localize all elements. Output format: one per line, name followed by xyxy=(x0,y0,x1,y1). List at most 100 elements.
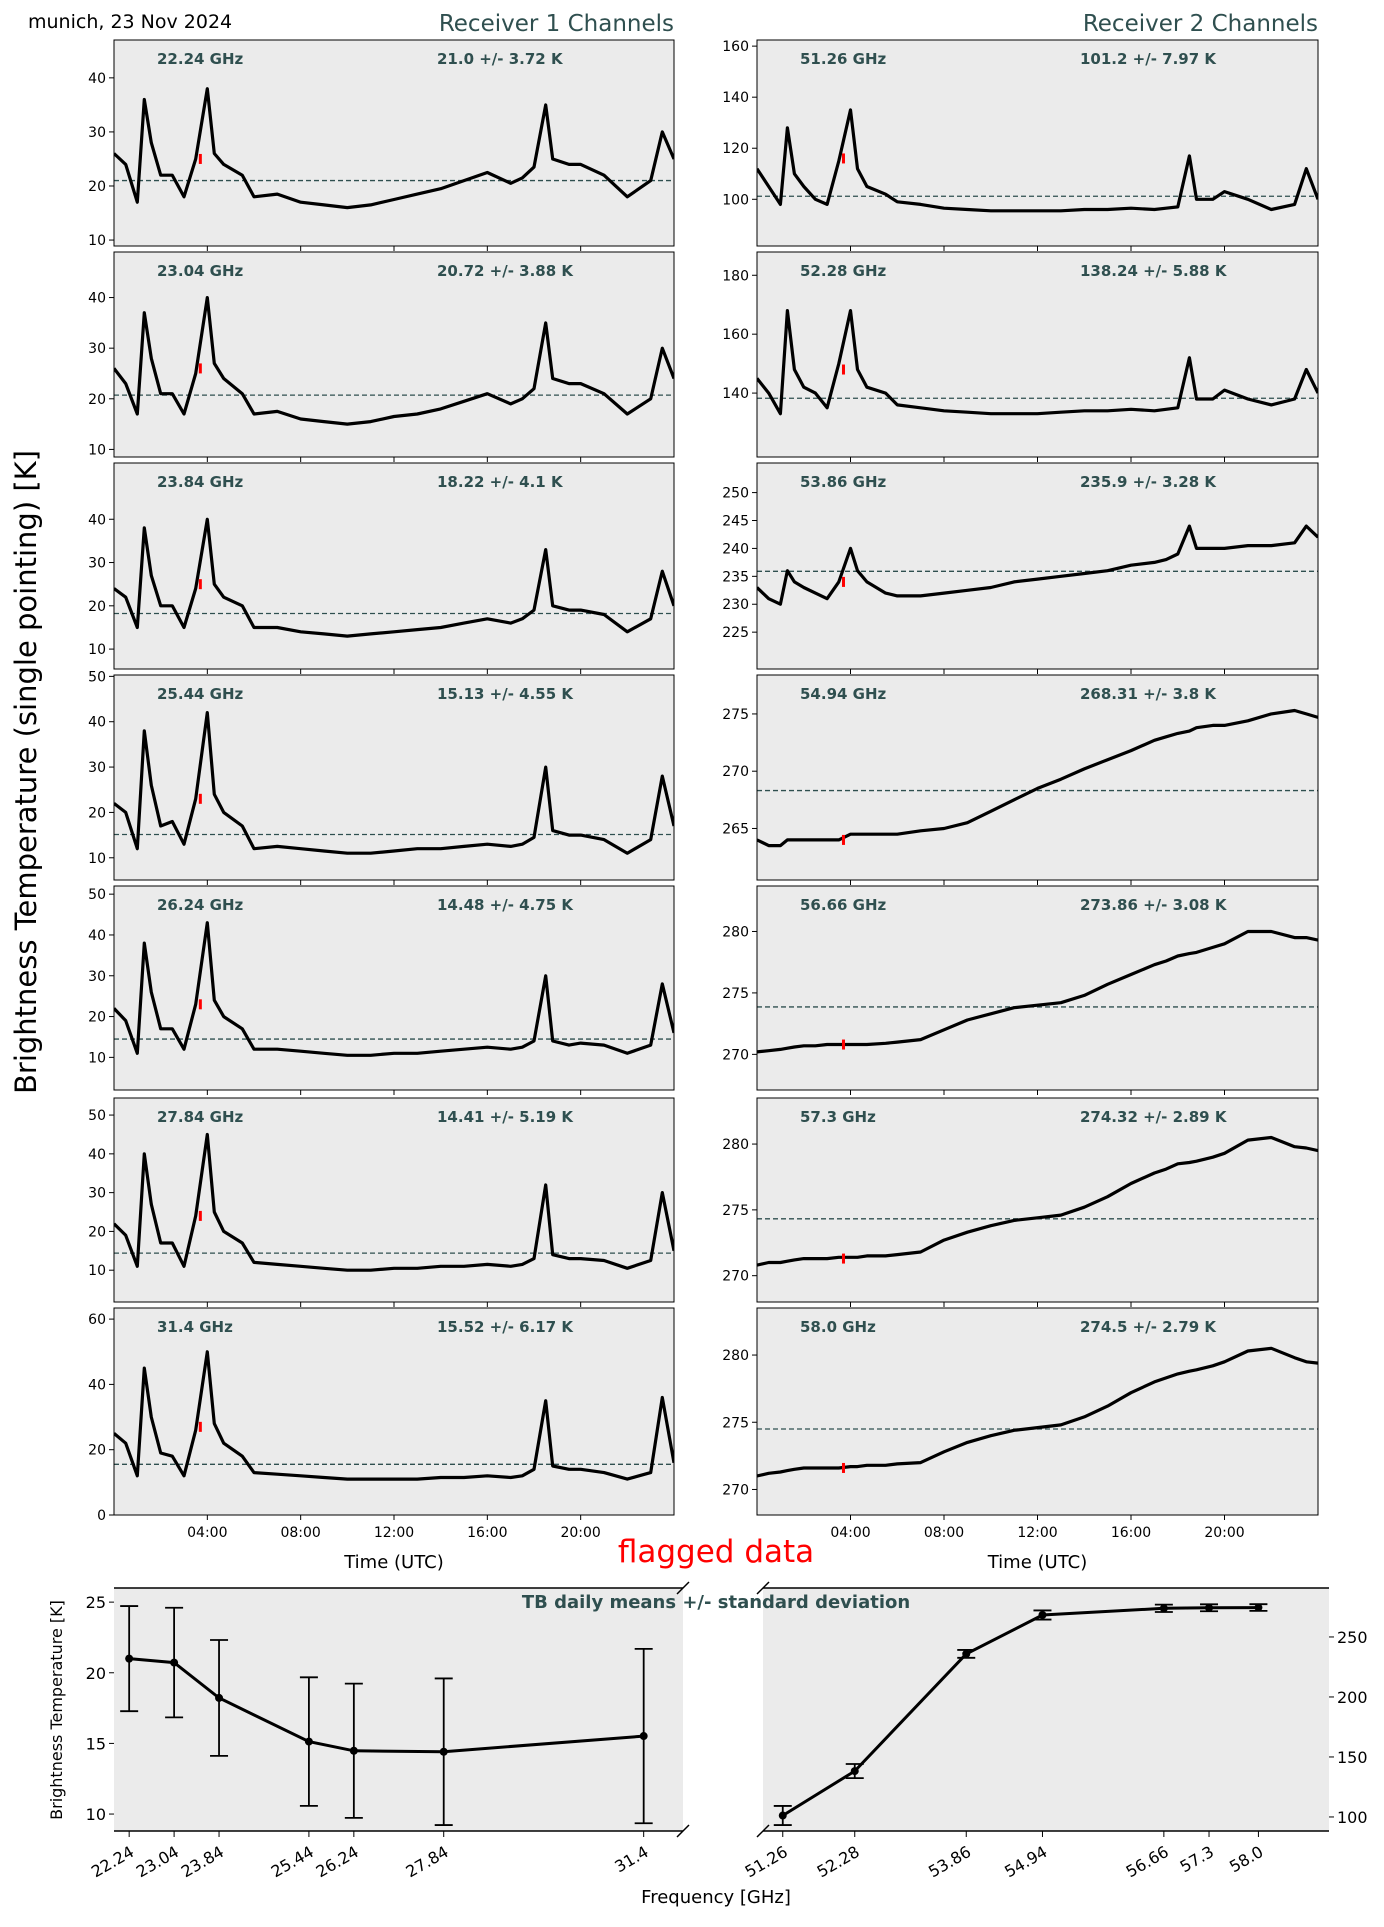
y-tick-label: 280 xyxy=(722,1137,749,1153)
y-tick-label: 235 xyxy=(722,569,749,585)
series-line xyxy=(114,296,674,426)
y-tick-label: 180 xyxy=(722,268,749,284)
flagged-data-marker xyxy=(841,1462,845,1473)
channel-frequency-label: 56.66 GHz xyxy=(800,896,887,914)
y-tick-label: 230 xyxy=(722,597,749,613)
y-tick-label: 100 xyxy=(1337,1808,1368,1827)
channel-frequency-label: 57.3 GHz xyxy=(800,1108,876,1126)
channel-frequency-label: 58.0 GHz xyxy=(800,1318,876,1336)
plot-area xyxy=(757,675,1318,880)
time-series-panel: 10 20 30 40 50 26.24 GHz 14.48 +/- 4.75 K xyxy=(88,885,675,1095)
channel-frequency-label: 23.04 GHz xyxy=(157,262,244,280)
y-tick-label: 10 xyxy=(88,233,106,249)
series-line xyxy=(114,921,674,1057)
flagged-data-marker xyxy=(841,153,845,164)
plot-area xyxy=(757,886,1318,1090)
frequency-axis-label: Frequency [GHz] xyxy=(641,1887,791,1908)
frequency-tick-label: 23.04 xyxy=(133,1842,182,1881)
channel-stats-label: 20.72 +/- 3.88 K xyxy=(437,262,574,280)
plot-area xyxy=(757,1308,1318,1515)
frequency-tick-label: 56.66 xyxy=(1123,1842,1172,1881)
axis-break-mark xyxy=(756,1824,770,1838)
receiver1-title: Receiver 1 Channels xyxy=(439,11,674,37)
frequency-tick-label: 58.0 xyxy=(1226,1842,1266,1876)
y-tick-label: 270 xyxy=(722,1269,749,1285)
mean-point xyxy=(778,1811,787,1820)
mean-point xyxy=(215,1693,224,1702)
y-tick-label: 0 xyxy=(97,1508,106,1524)
frequency-tick-label: 52.28 xyxy=(814,1842,863,1881)
plot-area xyxy=(757,252,1318,457)
series-line xyxy=(114,517,674,638)
y-tick-label: 275 xyxy=(722,986,749,1002)
frequency-tick-label: 23.84 xyxy=(178,1842,227,1881)
plot-area-left xyxy=(114,1588,683,1831)
y-tick-label: 40 xyxy=(88,928,106,944)
channel-stats-label: 18.22 +/- 4.1 K xyxy=(437,473,564,491)
series-line xyxy=(114,1350,674,1481)
channel-frequency-label: 25.44 GHz xyxy=(157,685,244,703)
time-axis-label: Time (UTC) xyxy=(987,1552,1088,1573)
channel-stats-label: 268.31 +/- 3.8 K xyxy=(1080,685,1217,703)
plot-area xyxy=(114,463,674,669)
frequency-tick-label: 25.44 xyxy=(268,1842,317,1881)
plot-area xyxy=(757,1098,1318,1302)
y-tick-label: 250 xyxy=(1337,1628,1368,1647)
mean-point xyxy=(1254,1603,1263,1612)
plot-area xyxy=(114,675,674,880)
y-tick-label: 30 xyxy=(88,969,106,985)
channel-stats-label: 14.41 +/- 5.19 K xyxy=(437,1108,574,1126)
y-tick-label: 100 xyxy=(722,192,749,208)
time-series-panel: 140 160 180 52.28 GHz 138.24 +/- 5.88 K xyxy=(722,251,1319,462)
y-tick-label: 30 xyxy=(88,341,106,357)
flagged-data-marker xyxy=(198,153,202,164)
channel-stats-label: 15.52 +/- 6.17 K xyxy=(437,1318,574,1336)
flagged-data-marker xyxy=(198,1210,202,1221)
channel-stats-label: 235.9 +/- 3.28 K xyxy=(1080,473,1217,491)
series-line xyxy=(757,708,1318,848)
y-tick-label: 20 xyxy=(88,1224,106,1240)
frequency-tick-label: 26.24 xyxy=(313,1842,362,1881)
y-tick-label: 20 xyxy=(86,1664,106,1683)
y-tick-label: 60 xyxy=(88,1312,106,1328)
plot-area xyxy=(114,252,674,457)
mean-point xyxy=(1159,1604,1168,1613)
frequency-tick-label: 53.86 xyxy=(925,1842,974,1881)
series-line xyxy=(757,1346,1318,1478)
frequency-tick-label: 51.26 xyxy=(742,1842,791,1881)
mean-point xyxy=(439,1747,448,1756)
y-tick-label: 10 xyxy=(88,851,106,867)
flagged-data-marker xyxy=(198,579,202,590)
mean-point xyxy=(304,1737,313,1746)
x-tick-label: 04:00 xyxy=(187,1525,227,1541)
y-tick-label: 245 xyxy=(722,514,749,530)
flagged-data-marker xyxy=(198,363,202,374)
channel-stats-label: 273.86 +/- 3.08 K xyxy=(1080,896,1228,914)
y-tick-label: 20 xyxy=(88,1010,106,1026)
y-tick-label: 40 xyxy=(88,291,106,307)
y-tick-label: 150 xyxy=(1337,1748,1368,1767)
time-series-panel: 10 20 30 40 22.24 GHz 21.0 +/- 3.72 K xyxy=(88,39,675,251)
channel-frequency-label: 23.84 GHz xyxy=(157,473,244,491)
series-line xyxy=(114,1132,674,1272)
mean-point xyxy=(125,1654,134,1663)
y-tick-label: 50 xyxy=(88,887,106,903)
axis-break-mark xyxy=(676,1824,690,1838)
series-line xyxy=(757,929,1318,1054)
channel-frequency-label: 54.94 GHz xyxy=(800,685,887,703)
frequency-tick-label: 27.84 xyxy=(403,1842,452,1881)
y-tick-label: 240 xyxy=(722,541,749,557)
time-series-panel: 225 230 235 240 245 250 53.86 GHz 235.9 +/- 3.2… xyxy=(722,462,1319,674)
mean-point xyxy=(170,1658,179,1667)
y-tick-label: 160 xyxy=(722,39,749,55)
y-tick-label: 20 xyxy=(88,1443,106,1459)
series-line xyxy=(114,710,674,855)
y-tick-label: 30 xyxy=(88,125,106,141)
flagged-data-marker xyxy=(841,1039,845,1050)
x-tick-label: 12:00 xyxy=(374,1525,414,1541)
y-tick-label: 25 xyxy=(86,1593,106,1612)
y-tick-label: 275 xyxy=(722,707,749,723)
time-series-panel: 270 275 280 57.3 GHz 274.32 +/- 2.89 K xyxy=(722,1097,1319,1307)
time-series-panel: 270 275 280 56.66 GHz 273.86 +/- 3.08 K xyxy=(722,885,1319,1095)
